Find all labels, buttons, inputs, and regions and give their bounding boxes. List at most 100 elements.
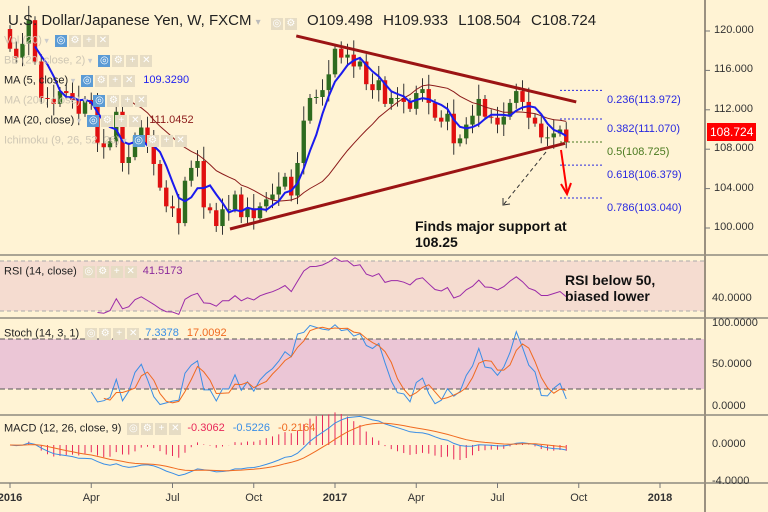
stoch-k-line: [90, 324, 567, 406]
stoch-band: [0, 339, 705, 389]
candle-body: [426, 89, 431, 103]
indicator-label: MA (200, close): [4, 94, 81, 107]
macd-legend: MACD (12, 26, close, 9) ◎ ⚙ + ✕ -0.3062 -0.522…: [4, 422, 316, 435]
price-tick-label: 112.000: [714, 102, 753, 115]
indicator-label: MA (20, close): [4, 114, 75, 127]
candle-body: [176, 208, 181, 224]
candle-body: [407, 101, 413, 109]
indicator-label: Vol (20): [4, 34, 42, 47]
fib-level-label: 0.382(111.070): [607, 122, 680, 135]
candle-body: [214, 210, 219, 227]
macd-signal-line: [9, 422, 567, 472]
candle-body: [451, 113, 456, 144]
time-tick-label: Apr: [407, 492, 425, 504]
candle-body: [139, 127, 144, 137]
price-tick-label: 100.000: [714, 221, 754, 233]
candle-body: [164, 187, 169, 207]
price-tick-label: 104.000: [714, 181, 754, 194]
candle-body: [101, 143, 106, 148]
support-annotation: Finds major support at 108.25: [415, 218, 567, 250]
candle-body: [45, 97, 50, 99]
indicator-legend-item[interactable]: BB (20, close, 2) ▾ ◎ ⚙ + ✕: [4, 54, 153, 67]
rsi-annotation: RSI below 50, biased lower: [565, 272, 656, 304]
last-price-badge: 108.724: [707, 123, 757, 141]
candle-body: [532, 117, 538, 124]
macd-value: -0.5226: [232, 422, 270, 435]
candle-body: [539, 123, 544, 138]
price-axis[interactable]: [705, 0, 768, 512]
stoch-k-value: 7.3378: [145, 327, 179, 340]
candle-body: [32, 20, 38, 62]
rsi-label[interactable]: RSI (14, close): [4, 265, 77, 278]
ohlc-open: O109.498: [307, 12, 373, 29]
candle-body: [189, 167, 194, 181]
trendline-lower: [229, 141, 566, 231]
candle-body: [51, 98, 56, 104]
indicator-legend-item[interactable]: MA (200, close) ▾ ◎ ⚙ + ✕: [4, 94, 148, 107]
candle-body: [64, 91, 69, 94]
candle-body: [14, 48, 19, 58]
candle-body: [470, 115, 475, 125]
candle-body: [295, 162, 300, 196]
time-tick-label: Oct: [245, 492, 263, 504]
candle-body: [320, 90, 325, 97]
candle-body: [82, 99, 88, 114]
dashed-arrow: [503, 151, 547, 205]
candle-body: [545, 137, 550, 139]
candle-body: [526, 101, 531, 118]
fib-level-label: 0.786(103.040): [607, 202, 682, 215]
ma5-line: [34, 45, 567, 214]
ohlc-low: L108.504: [458, 12, 521, 29]
price-tick-label: 120.000: [714, 24, 754, 36]
rsi-line: [97, 257, 567, 316]
macd-hist-value: -0.3062: [187, 422, 225, 435]
rsi-axis-label: 40.0000: [712, 292, 752, 304]
candle-body: [382, 80, 388, 104]
candle-body: [226, 209, 231, 211]
stoch-axis-100: 100.0000: [712, 317, 758, 329]
red-down-arrow: [560, 149, 568, 193]
candle-body: [7, 29, 13, 49]
time-tick-label: 2018: [647, 492, 673, 504]
indicator-value: 111.0452: [149, 114, 194, 127]
macd-label[interactable]: MACD (12, 26, close, 9): [4, 422, 122, 435]
dashed-arrow-head: [502, 198, 511, 206]
indicator-label: MA (5, close): [4, 74, 69, 87]
candle-body: [389, 97, 394, 104]
chart-title-row: U.S. Dollar/Japanese Yen, W, FXCM ▾ ◎ ⚙ O…: [8, 12, 597, 30]
candle-body: [339, 48, 344, 58]
price-tick-label: 108.000: [714, 142, 754, 155]
indicator-label: Ichimoku (9, 26, 52, 26): [4, 134, 120, 147]
candle-body: [282, 176, 288, 187]
stoch-d-value: 17.0092: [186, 327, 227, 340]
candle-body: [457, 138, 463, 144]
fib-level-label: 0.618(106.379): [607, 169, 682, 182]
macd-axis-0: 0.0000: [712, 438, 746, 450]
candle-body: [420, 89, 425, 94]
indicator-legend-item[interactable]: MA (20, close) ▾ ◎ ⚙ + ✕ 111.0452: [4, 114, 194, 127]
indicator-legend-item[interactable]: Vol (20) ▾ ◎ ⚙ + ✕: [4, 34, 109, 47]
candle-body: [157, 163, 163, 188]
candle-body: [345, 54, 350, 58]
trendline-upper: [295, 34, 577, 104]
rsi-legend: RSI (14, close) ◎ ⚙ + ✕ 41.5173: [4, 265, 183, 278]
chart-title[interactable]: U.S. Dollar/Japanese Yen, W, FXCM: [8, 12, 252, 29]
candle-body: [301, 120, 306, 163]
time-tick-label: Apr: [82, 492, 100, 504]
candle-body: [239, 194, 244, 218]
candle-body: [376, 80, 381, 91]
candle-body: [551, 133, 556, 138]
fib-level-label: 0.236(113.972): [607, 94, 681, 107]
candle-body: [251, 208, 256, 219]
indicator-legend-item[interactable]: Ichimoku (9, 26, 52, 26) ▾ ◎ ⚙ + ✕: [4, 134, 187, 147]
macd-signal-value: -0.2164: [278, 422, 316, 435]
indicator-legend-item[interactable]: MA (5, close) ▾ ◎ ⚙ + ✕ 109.3290: [4, 74, 190, 87]
candle-body: [476, 98, 481, 116]
macd-axis-neg4: -4.0000: [712, 475, 750, 485]
candle-body: [57, 91, 63, 104]
time-tick-label: Jul: [165, 492, 180, 504]
candle-body: [289, 176, 294, 196]
candle-body: [264, 199, 269, 207]
stoch-label[interactable]: Stoch (14, 3, 1): [4, 327, 80, 340]
